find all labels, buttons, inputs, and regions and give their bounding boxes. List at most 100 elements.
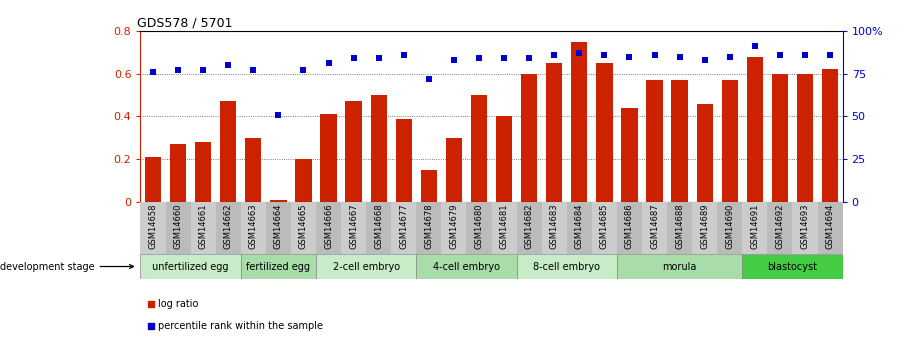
- Point: [672, 54, 687, 59]
- Bar: [295, 159, 312, 202]
- Text: GSM14666: GSM14666: [324, 203, 333, 249]
- Point: [747, 44, 762, 49]
- Text: GSM14677: GSM14677: [400, 203, 409, 249]
- Bar: [596, 63, 612, 202]
- Text: GSM14687: GSM14687: [650, 203, 659, 249]
- Bar: [646, 80, 662, 202]
- Point: [580, 201, 594, 207]
- Point: [698, 57, 712, 63]
- Bar: [747, 57, 763, 202]
- Text: GSM14668: GSM14668: [374, 203, 383, 249]
- Bar: [516, 202, 542, 254]
- Bar: [396, 119, 412, 202]
- Bar: [796, 74, 813, 202]
- Bar: [592, 202, 617, 254]
- Bar: [166, 202, 190, 254]
- Text: GSM14683: GSM14683: [550, 203, 559, 249]
- Text: fertilized egg: fertilized egg: [246, 262, 311, 272]
- Text: GSM14679: GSM14679: [449, 203, 458, 249]
- Text: log ratio: log ratio: [158, 299, 198, 309]
- Bar: [671, 80, 688, 202]
- Point: [597, 52, 612, 58]
- Bar: [316, 202, 341, 254]
- Bar: [542, 202, 567, 254]
- Text: percentile rank within the sample: percentile rank within the sample: [158, 321, 323, 331]
- Point: [421, 76, 436, 82]
- Bar: [772, 74, 788, 202]
- Bar: [767, 202, 793, 254]
- Bar: [692, 202, 718, 254]
- Point: [722, 54, 737, 59]
- Bar: [718, 202, 742, 254]
- Text: GSM14663: GSM14663: [249, 203, 258, 249]
- Text: GSM14693: GSM14693: [801, 203, 809, 249]
- Bar: [321, 114, 337, 202]
- Bar: [145, 157, 161, 202]
- Bar: [391, 202, 416, 254]
- Bar: [416, 202, 441, 254]
- Bar: [371, 95, 387, 202]
- Text: development stage: development stage: [0, 262, 133, 272]
- Bar: [140, 254, 241, 279]
- Bar: [467, 202, 492, 254]
- Bar: [697, 104, 713, 202]
- Point: [572, 50, 586, 56]
- Bar: [622, 108, 638, 202]
- Bar: [817, 202, 843, 254]
- Point: [797, 52, 812, 58]
- Bar: [216, 202, 241, 254]
- Text: GSM14689: GSM14689: [700, 203, 709, 249]
- Point: [146, 69, 160, 75]
- Bar: [265, 202, 291, 254]
- Point: [496, 56, 511, 61]
- Bar: [471, 95, 487, 202]
- Bar: [220, 101, 236, 202]
- Text: GSM14684: GSM14684: [574, 203, 583, 249]
- Text: GSM14661: GSM14661: [198, 203, 207, 249]
- Bar: [420, 170, 437, 202]
- Point: [647, 52, 661, 58]
- Bar: [140, 202, 166, 254]
- Point: [397, 52, 411, 58]
- Text: GSM14692: GSM14692: [776, 203, 785, 249]
- Text: GSM14681: GSM14681: [499, 203, 508, 249]
- Bar: [341, 202, 366, 254]
- Point: [622, 54, 637, 59]
- Bar: [291, 202, 316, 254]
- Bar: [246, 138, 262, 202]
- Point: [171, 68, 186, 73]
- Bar: [617, 254, 742, 279]
- Bar: [416, 254, 516, 279]
- Bar: [516, 254, 617, 279]
- Text: 2-cell embryo: 2-cell embryo: [333, 262, 400, 272]
- Bar: [496, 117, 512, 202]
- Bar: [170, 144, 187, 202]
- Bar: [345, 101, 361, 202]
- Bar: [822, 69, 838, 202]
- Point: [547, 52, 562, 58]
- Bar: [492, 202, 516, 254]
- Text: GSM14685: GSM14685: [600, 203, 609, 249]
- Text: 4-cell embryo: 4-cell embryo: [433, 262, 500, 272]
- Point: [296, 68, 311, 73]
- Text: morula: morula: [662, 262, 697, 272]
- Bar: [446, 138, 462, 202]
- Text: GSM14658: GSM14658: [149, 203, 158, 249]
- Text: GSM14667: GSM14667: [349, 203, 358, 249]
- Bar: [793, 202, 817, 254]
- Bar: [316, 254, 416, 279]
- Bar: [742, 202, 767, 254]
- Bar: [742, 254, 843, 279]
- Point: [823, 52, 837, 58]
- Text: GSM14662: GSM14662: [224, 203, 233, 249]
- Bar: [241, 202, 265, 254]
- Text: GSM14688: GSM14688: [675, 203, 684, 249]
- Bar: [617, 202, 642, 254]
- Text: GSM14680: GSM14680: [475, 203, 484, 249]
- Text: GSM14686: GSM14686: [625, 203, 634, 249]
- Text: GSM14664: GSM14664: [274, 203, 283, 249]
- Bar: [642, 202, 667, 254]
- Text: GSM14691: GSM14691: [750, 203, 759, 249]
- Point: [322, 61, 336, 66]
- Bar: [667, 202, 692, 254]
